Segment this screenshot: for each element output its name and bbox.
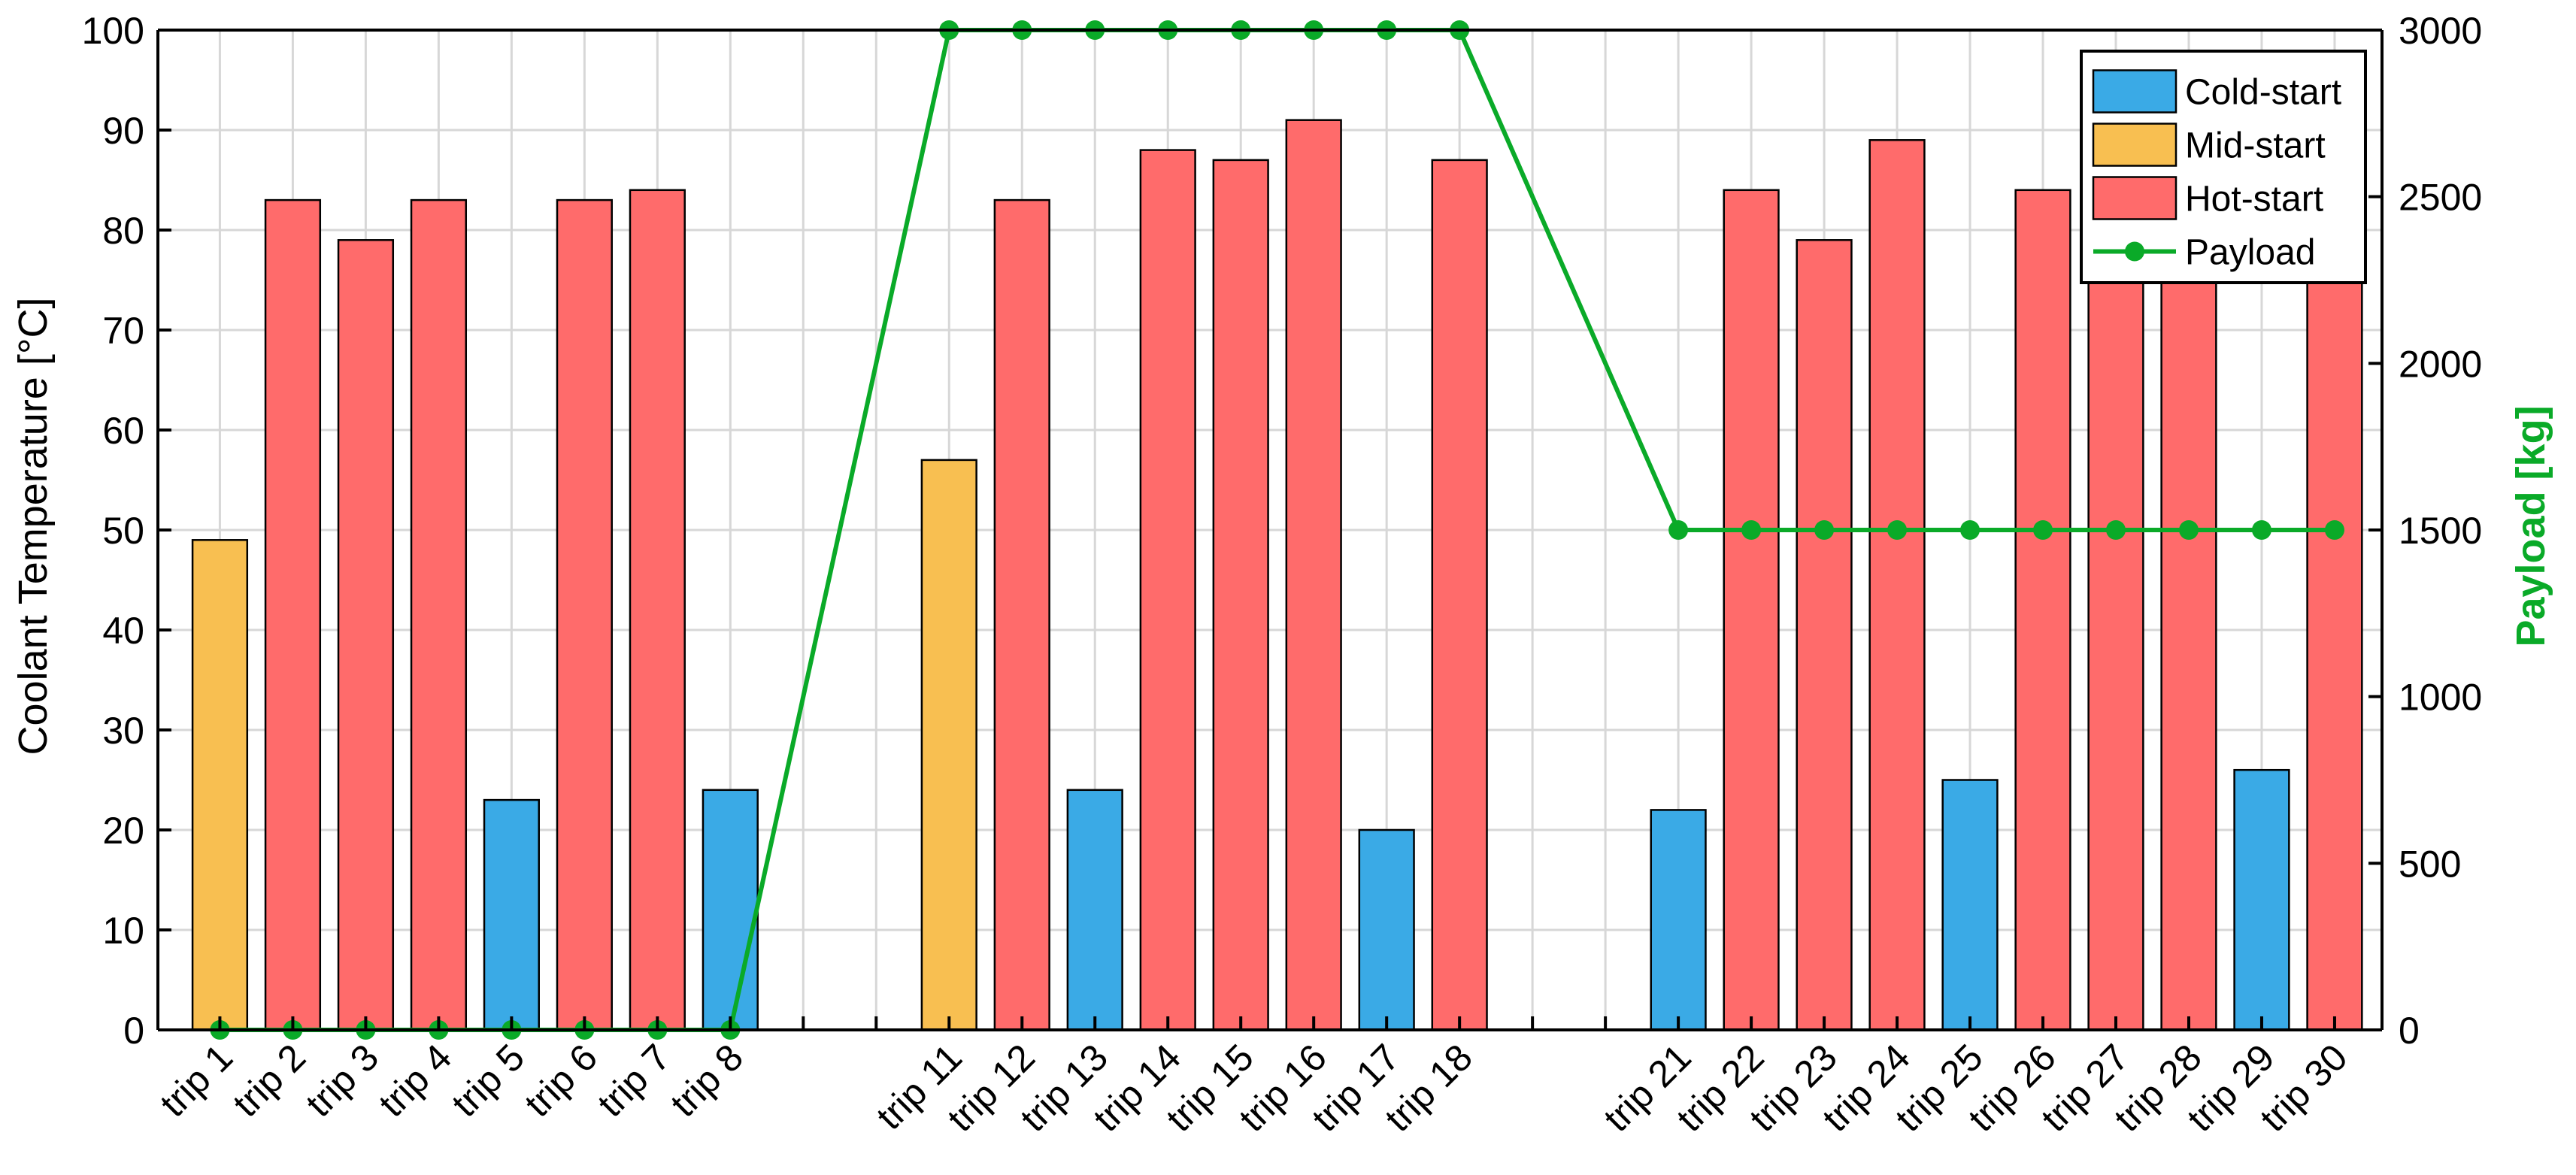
y2-tick-label: 500 bbox=[2399, 843, 2461, 885]
bar-trip-26 bbox=[2014, 189, 2071, 1031]
payload-point bbox=[2178, 520, 2199, 540]
bar-trip-3 bbox=[337, 239, 395, 1031]
y-tick-label: 20 bbox=[102, 810, 144, 852]
payload-point bbox=[1814, 520, 1835, 540]
bar-trip-14 bbox=[1139, 149, 1196, 1031]
legend-swatch bbox=[2092, 69, 2177, 114]
payload-point bbox=[2106, 520, 2126, 540]
bar-trip-8 bbox=[702, 789, 759, 1031]
payload-point bbox=[2033, 520, 2053, 540]
legend-label: Payload bbox=[2185, 233, 2315, 273]
y-tick-label: 40 bbox=[102, 610, 144, 652]
bar-trip-18 bbox=[1431, 159, 1488, 1031]
bars bbox=[191, 119, 2363, 1031]
y-tick-label: 50 bbox=[102, 510, 144, 552]
bar-trip-30 bbox=[2306, 198, 2363, 1031]
payload-point bbox=[2324, 520, 2344, 540]
y2-tick-label: 1500 bbox=[2399, 510, 2482, 552]
y-tick-label: 90 bbox=[102, 110, 144, 152]
y2-axis-label: Payload [kg] bbox=[2508, 405, 2553, 647]
bar-trip-25 bbox=[1941, 779, 1999, 1031]
bar-trip-28 bbox=[2160, 179, 2217, 1031]
payload-point bbox=[1887, 520, 1908, 540]
bar-trip-13 bbox=[1066, 789, 1123, 1031]
bar-trip-16 bbox=[1285, 119, 1342, 1031]
bar-trip-21 bbox=[1650, 809, 1707, 1031]
bar-trip-2 bbox=[264, 198, 322, 1031]
bar-trip-29 bbox=[2233, 768, 2290, 1031]
bar-trip-17 bbox=[1358, 828, 1415, 1031]
y2-tick-label: 2000 bbox=[2399, 343, 2482, 385]
y-axis-label: Coolant Temperature [°C] bbox=[11, 298, 56, 756]
bar-trip-15 bbox=[1212, 159, 1269, 1031]
y2-tick-label: 2500 bbox=[2399, 177, 2482, 219]
bar-trip-22 bbox=[1723, 189, 1780, 1031]
y-tick-label: 100 bbox=[82, 10, 144, 52]
bar-trip-23 bbox=[1796, 239, 1853, 1031]
legend-marker bbox=[2125, 241, 2144, 262]
payload-point bbox=[1741, 520, 1762, 540]
y-tick-label: 10 bbox=[102, 910, 144, 952]
legend-label: Hot-start bbox=[2185, 180, 2323, 220]
legend-swatch bbox=[2092, 176, 2177, 220]
legend-label: Mid-start bbox=[2185, 126, 2326, 166]
y2-tick-label: 3000 bbox=[2399, 10, 2482, 52]
legend-label: Cold-start bbox=[2185, 73, 2341, 113]
bar-trip-24 bbox=[1868, 139, 1926, 1031]
legend-swatch bbox=[2092, 123, 2177, 167]
payload-point bbox=[1960, 520, 1980, 540]
bar-trip-27 bbox=[2087, 168, 2144, 1031]
bar-trip-4 bbox=[410, 198, 468, 1031]
y-tick-label: 0 bbox=[123, 1010, 144, 1052]
y-tick-label: 30 bbox=[102, 710, 144, 752]
bar-trip-6 bbox=[556, 198, 613, 1031]
y2-tick-label: 1000 bbox=[2399, 677, 2482, 719]
bar-trip-5 bbox=[483, 798, 540, 1031]
y-tick-label: 80 bbox=[102, 210, 144, 252]
payload-point bbox=[1668, 520, 1689, 540]
payload-point bbox=[2251, 520, 2271, 540]
bar-trip-7 bbox=[629, 189, 686, 1031]
y-tick-label: 60 bbox=[102, 410, 144, 452]
bar-trip-12 bbox=[993, 198, 1050, 1031]
bar-trip-1 bbox=[191, 539, 249, 1031]
y2-tick-label: 0 bbox=[2399, 1010, 2420, 1052]
y-tick-label: 70 bbox=[102, 310, 144, 352]
legend: Cold-start Mid-start Hot-start Payload bbox=[2080, 50, 2367, 284]
bar-trip-11 bbox=[920, 459, 977, 1031]
